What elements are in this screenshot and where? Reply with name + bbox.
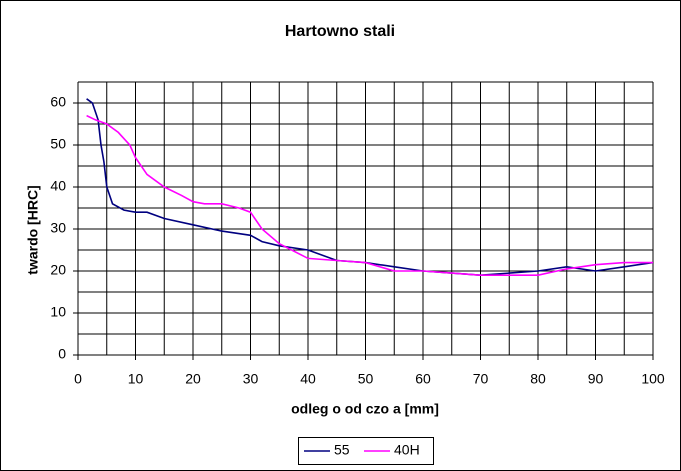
x-axis-label: odleg o od czo a [mm] (291, 401, 439, 417)
x-tick-label: 100 (641, 371, 665, 387)
y-tick-label: 40 (50, 178, 66, 194)
legend-label: 40H (394, 442, 420, 458)
y-tick-label: 60 (50, 94, 66, 110)
y-tick-label: 0 (58, 346, 66, 362)
x-tick-label: 30 (243, 371, 259, 387)
x-tick-label: 0 (74, 371, 82, 387)
y-tick-label: 20 (50, 262, 66, 278)
x-tick-label: 80 (530, 371, 546, 387)
x-tick-label: 60 (415, 371, 431, 387)
y-tick-label: 50 (50, 136, 66, 152)
x-tick-label: 70 (473, 371, 489, 387)
x-tick-label: 50 (358, 371, 374, 387)
legend-label: 55 (334, 442, 350, 458)
y-axis-label: twardo [HRC] (25, 185, 41, 274)
series-line (86, 98, 654, 277)
x-tick-label: 10 (128, 371, 144, 387)
x-tick-label: 90 (588, 371, 604, 387)
x-tick-label: 40 (300, 371, 316, 387)
y-tick-label: 10 (50, 304, 66, 320)
y-tick-label: 30 (50, 220, 66, 236)
chart-title: Hartowno stali (285, 23, 395, 40)
series-line (86, 114, 653, 276)
x-tick-label: 20 (185, 371, 201, 387)
